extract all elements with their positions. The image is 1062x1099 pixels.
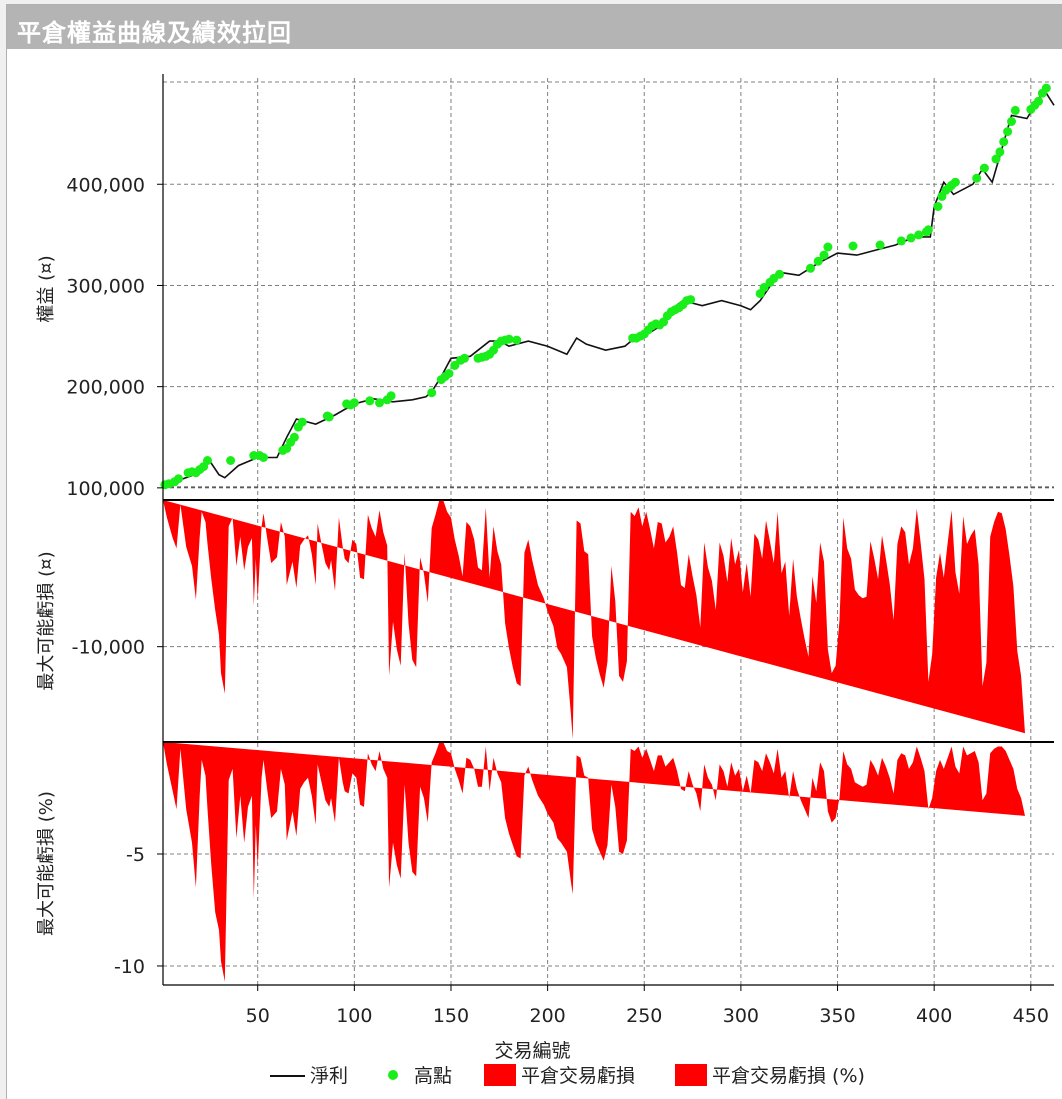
equity-high-point <box>259 453 268 462</box>
equity-high-point <box>203 456 212 465</box>
y-tick-label: -10,000 <box>72 637 145 659</box>
drawdown-pct-panel <box>163 742 1025 982</box>
equity-high-point <box>375 398 384 408</box>
equity-high-point <box>875 240 885 250</box>
drawdown-area <box>163 742 1025 982</box>
equity-high-point <box>512 335 522 345</box>
axes <box>157 74 1054 991</box>
equity-high-point <box>444 369 454 378</box>
y-tick-label: 300,000 <box>66 275 145 297</box>
chart-window: 平倉權益曲線及績效拉回 <box>6 4 1062 1099</box>
equity-high-point <box>823 242 833 252</box>
x-tick-label: 200 <box>529 1005 565 1027</box>
equity-high-point <box>460 353 469 363</box>
x-tick-label: 300 <box>723 1005 759 1027</box>
legend: 淨利 高點 平倉交易虧損 平倉交易虧損 (%) <box>270 1064 865 1087</box>
x-tick-label: 50 <box>246 1005 270 1027</box>
equity-high-point <box>349 398 359 408</box>
y-axis-label: 最大可能虧損 (¤) <box>36 551 57 690</box>
y-tick-label: 200,000 <box>66 377 145 399</box>
equity-high-point <box>686 295 696 305</box>
equity-high-point <box>289 432 299 442</box>
equity-high-point <box>896 236 906 246</box>
y-tick-label: -10 <box>114 956 145 978</box>
equity-high-point <box>386 391 396 401</box>
equity-high-point <box>1003 127 1013 137</box>
x-tick-label: 450 <box>1013 1005 1049 1027</box>
x-tick-label: 250 <box>626 1005 662 1027</box>
equity-high-point <box>775 269 784 279</box>
equity-high-point <box>1010 105 1020 115</box>
title-bar: 平倉權益曲線及績效拉回 <box>7 5 1062 49</box>
x-tick-label: 400 <box>916 1005 952 1027</box>
window-title: 平倉權益曲線及績效拉回 <box>17 19 292 47</box>
legend-area-swatch <box>484 1064 516 1086</box>
x-axis-label: 交易編號 <box>494 1040 570 1062</box>
equity-high-point <box>759 283 769 292</box>
equity-high-point <box>1007 117 1016 126</box>
legend-label: 平倉交易虧損 <box>521 1065 635 1087</box>
equity-high-point <box>991 154 1001 164</box>
drawdown-abs-panel <box>163 500 1025 740</box>
equity-high-point <box>504 334 514 344</box>
legend-label: 平倉交易虧損 (%) <box>712 1065 865 1087</box>
equity-high-point <box>848 241 858 251</box>
equity-high-point <box>324 412 334 422</box>
y-tick-label: -5 <box>126 844 145 866</box>
equity-high-point <box>297 417 307 427</box>
equity-high-point <box>914 230 924 240</box>
y-tick-label: 400,000 <box>66 174 145 196</box>
equity-high-point <box>933 202 943 211</box>
equity-high-point <box>450 360 460 370</box>
legend-label: 淨利 <box>310 1065 348 1087</box>
legend-dot-swatch <box>388 1070 398 1080</box>
legend-label: 高點 <box>414 1065 452 1087</box>
equity-high-point <box>365 396 375 406</box>
equity-high-point <box>972 173 982 183</box>
equity-high-point <box>923 225 933 235</box>
equity-high-point <box>906 233 916 243</box>
equity-high-point <box>950 177 960 187</box>
equity-high-point <box>1041 83 1051 93</box>
axis-labels: 50 100 150 200 250 300 350 400 450 100,000 200,000… <box>36 174 1049 1062</box>
equity-high-point <box>226 456 236 465</box>
equity-high-point <box>813 256 823 266</box>
legend-area-swatch <box>675 1064 707 1086</box>
y-tick-label: 100,000 <box>66 478 145 500</box>
x-tick-label: 100 <box>336 1005 372 1027</box>
grid-layer <box>163 78 1054 985</box>
equity-high-point <box>995 147 1005 157</box>
x-tick-label: 150 <box>433 1005 469 1027</box>
y-axis-label: 最大可能虧損 (%) <box>36 791 57 936</box>
x-tick-label: 350 <box>819 1005 855 1027</box>
equity-high-point <box>174 474 183 484</box>
equity-high-point <box>1034 96 1043 106</box>
equity-high-point <box>819 250 829 260</box>
equity-high-point <box>806 263 815 273</box>
equity-high-point <box>427 388 437 398</box>
y-axis-label: 權益 (¤) <box>36 255 57 322</box>
equity-panel <box>160 83 1055 490</box>
equity-high-point <box>979 163 989 173</box>
equity-high-point <box>999 137 1009 147</box>
drawdown-area <box>163 500 1025 740</box>
